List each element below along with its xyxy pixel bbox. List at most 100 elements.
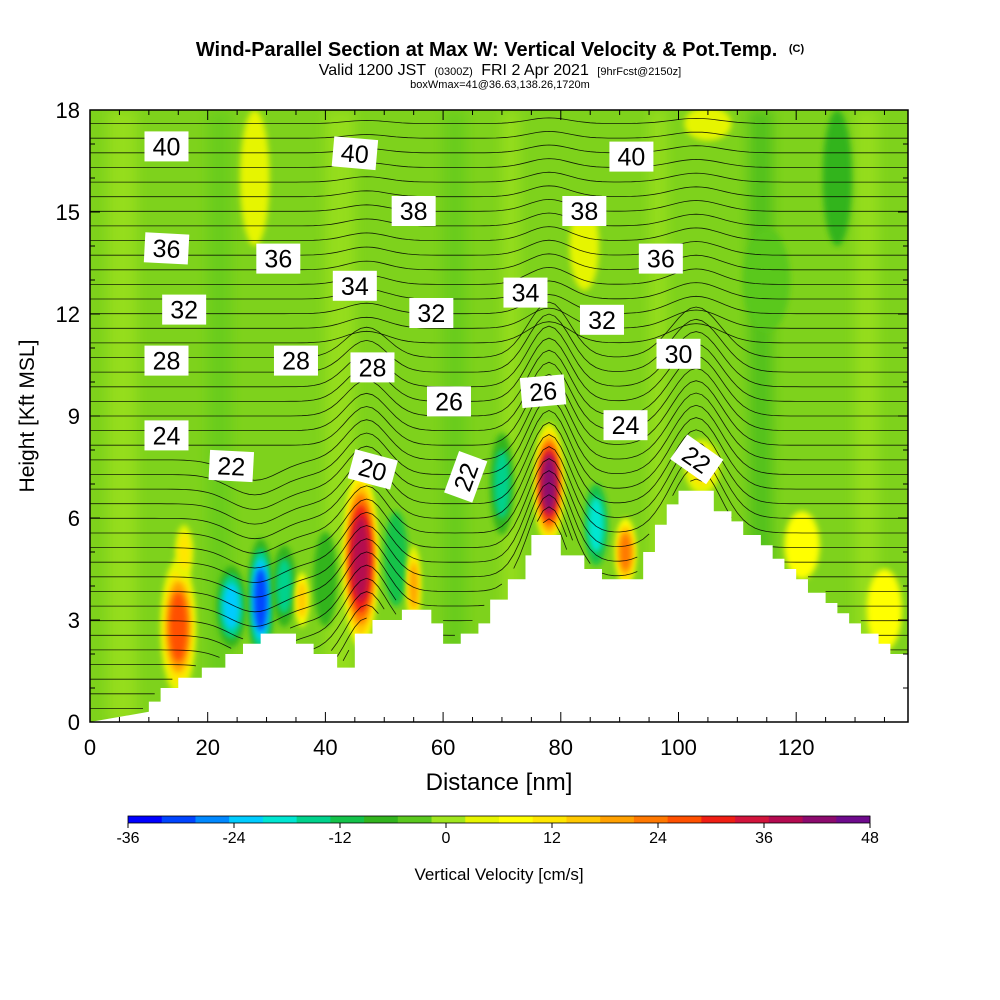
y-axis-label: Height [Kft MSL] <box>16 340 39 493</box>
isentrope-line <box>90 434 908 540</box>
isentrope-line <box>90 577 908 649</box>
isentrope-line <box>90 117 908 124</box>
isentrope-line <box>90 361 908 431</box>
isentrope-label-text: 26 <box>528 377 558 407</box>
isentrope-line <box>90 301 908 358</box>
colorbar-tick-label: 36 <box>755 830 773 847</box>
isentrope-line <box>90 422 908 525</box>
valid-date: FRI 2 Apr 2021 <box>481 62 589 79</box>
isentrope-line <box>90 373 908 446</box>
isentrope-label-text: 38 <box>400 198 428 226</box>
isentrope-label-text: 32 <box>588 307 616 335</box>
colorbar-swatch <box>836 816 871 823</box>
forecast-info: [9hrFcst@2150z] <box>597 66 681 78</box>
isentrope-label-text: 40 <box>340 139 370 169</box>
velocity-cell <box>240 110 270 246</box>
isentrope-line <box>90 337 908 402</box>
isentrope-line <box>90 185 908 198</box>
isentrope-label-box <box>656 338 701 369</box>
colorbar-swatch <box>633 816 669 823</box>
y-tick-label: 12 <box>56 302 80 327</box>
isentrope-line <box>90 446 908 554</box>
isentrope-label: 36 <box>143 232 190 265</box>
isentrope-line <box>90 397 908 496</box>
velocity-contour <box>254 568 268 631</box>
velocity-contour <box>684 110 732 141</box>
velocity-contour <box>542 455 556 513</box>
velocity-cell <box>216 565 246 648</box>
isentrope-label: 34 <box>332 270 377 301</box>
isentrope-label-box <box>426 386 471 417</box>
isentrope-label: 38 <box>562 196 607 226</box>
colorbar-swatch <box>229 816 264 823</box>
potential-temperature-contours <box>90 104 908 708</box>
isentrope-label-box <box>144 131 189 162</box>
velocity-contour <box>222 583 240 630</box>
isentrope-label: 32 <box>579 304 624 335</box>
isentrope-label: 24 <box>144 420 189 451</box>
isentrope-line <box>90 104 908 109</box>
isentrope-label-box <box>409 298 454 328</box>
colorbar-swatch <box>195 816 230 823</box>
isentrope-line <box>90 313 908 373</box>
isentrope-label-box <box>579 304 624 335</box>
velocity-contour <box>169 591 188 662</box>
isentrope-label-box <box>273 345 318 376</box>
isentrope-line <box>90 198 908 212</box>
isentrope-label-box <box>670 434 724 485</box>
isentrope-label-text: 34 <box>341 273 369 301</box>
isentrope-line <box>90 294 908 315</box>
colorbar-swatch <box>465 816 500 823</box>
y-tick-label: 0 <box>68 710 80 735</box>
y-tick-label: 9 <box>68 404 80 429</box>
chart-title-main: Wind-Parallel Section at Max W: Vertical… <box>196 39 777 61</box>
isentrope-label-text: 32 <box>417 300 445 328</box>
isentrope-label-text: 28 <box>153 348 181 376</box>
isentrope-label-text: 32 <box>170 297 198 325</box>
velocity-contour <box>276 558 293 614</box>
isentrope-label: 26 <box>426 386 471 417</box>
isentrope-label-text: 30 <box>665 341 693 369</box>
colorbar-swatch <box>296 816 331 823</box>
isentrope-line <box>90 649 350 695</box>
colorbar-tick-label: 12 <box>543 830 561 847</box>
colorbar-swatch <box>667 816 702 823</box>
isentrope-line <box>90 212 908 227</box>
isentrope-label: 26 <box>519 374 567 409</box>
isentrope-label: 28 <box>273 345 318 376</box>
isentrope-line <box>90 470 908 584</box>
isentrope-line <box>90 253 908 271</box>
isentrope-line <box>90 506 908 627</box>
isentrope-label: 40 <box>331 136 379 171</box>
velocity-contour <box>588 497 605 553</box>
isentrope-label-box <box>331 136 379 171</box>
isentrope-label-box <box>143 232 190 265</box>
isentrope-label: 40 <box>144 131 189 162</box>
isentrope-label-text: 34 <box>512 280 540 308</box>
colorbar-frame <box>127 815 871 824</box>
colorbar-swatch <box>600 816 635 823</box>
isentrope-label-box <box>144 345 189 376</box>
isentrope-line <box>90 617 367 680</box>
velocity-contour <box>240 110 270 246</box>
chart-subtitle: Valid 1200 JST (0300Z) FRI 2 Apr 2021 [9… <box>319 62 681 79</box>
isentrope-line <box>90 130 908 139</box>
isentrope-label: 38 <box>391 196 436 226</box>
velocity-contour <box>866 569 903 651</box>
isentrope-line <box>90 604 379 667</box>
isentrope-label: 20 <box>347 449 398 490</box>
velocity-cell <box>343 470 379 648</box>
isentrope-label-box <box>208 449 255 483</box>
isentrope-label: 24 <box>603 410 648 441</box>
velocity-cell <box>614 518 637 586</box>
isentrope-label-text: 28 <box>359 354 387 382</box>
vertical-velocity-cells <box>160 110 903 695</box>
boxwmax-info: boxWmax=41@36.63,138.26,1720m <box>410 79 590 91</box>
isentrope-label: 36 <box>256 243 301 274</box>
colorbar-tick-label: 48 <box>861 830 879 847</box>
x-tick-label: 0 <box>84 735 96 760</box>
isentrope-label: 22 <box>444 451 488 503</box>
velocity-contour <box>352 516 370 602</box>
isentrope-label-text: 24 <box>612 412 640 440</box>
